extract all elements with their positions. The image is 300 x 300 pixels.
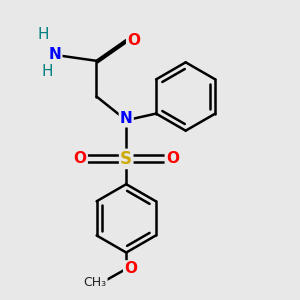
Text: CH₃: CH₃	[83, 276, 106, 289]
Text: O: O	[124, 261, 137, 276]
Text: H: H	[37, 27, 49, 42]
Text: O: O	[74, 152, 87, 166]
Text: N: N	[49, 47, 61, 62]
Text: H: H	[42, 64, 53, 79]
Text: O: O	[166, 152, 179, 166]
Text: S: S	[120, 150, 132, 168]
Text: N: N	[120, 111, 133, 126]
Text: O: O	[127, 32, 140, 47]
